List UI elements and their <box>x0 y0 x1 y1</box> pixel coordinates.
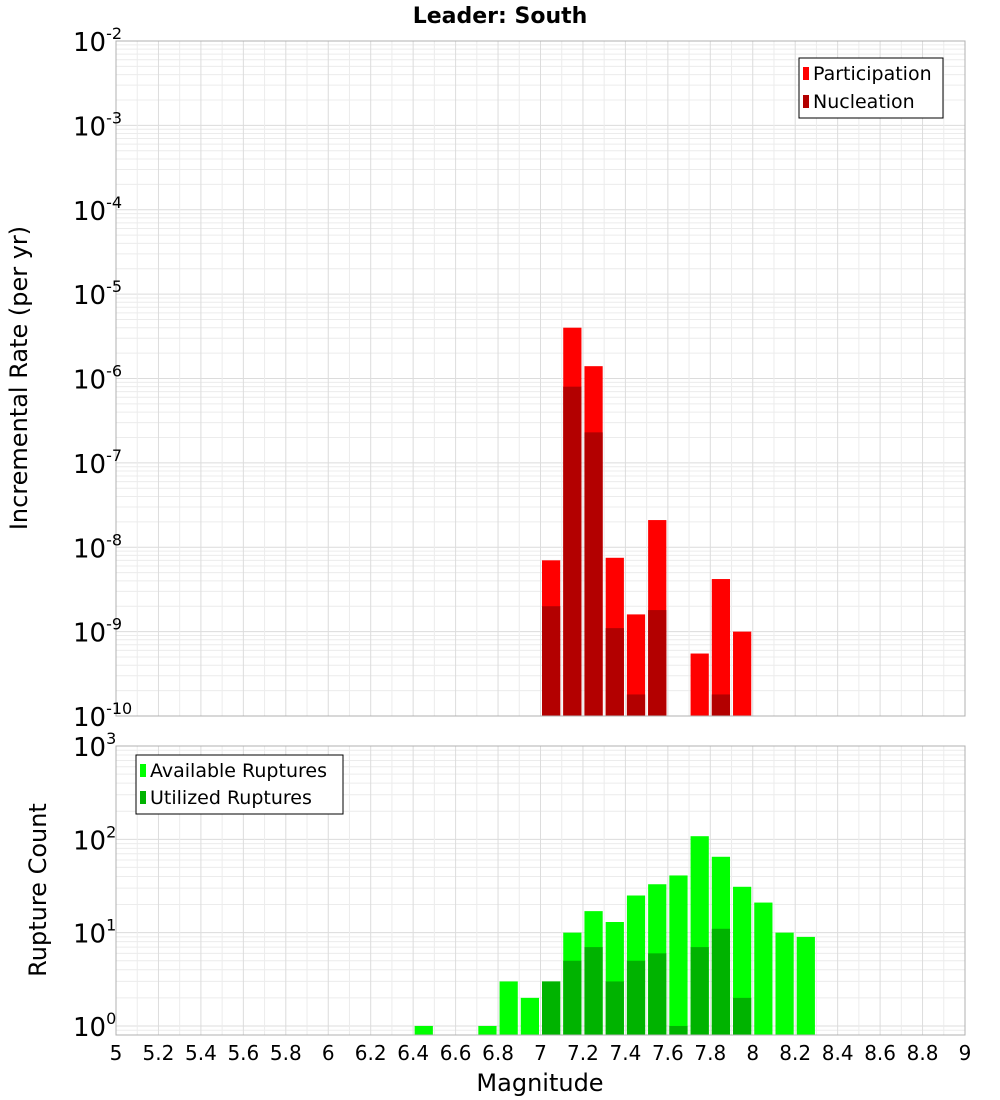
magnitude-tick-label: 9 <box>959 1041 972 1065</box>
magnitude-tick-label: 8 <box>746 1041 759 1065</box>
rate-y-tick-label: 10-6 <box>73 362 122 396</box>
count-y-tick-labels: 100 101 102 103 <box>73 729 116 1043</box>
magnitude-tick-label: 6.6 <box>440 1041 472 1065</box>
magnitude-tick-label: 8.6 <box>864 1041 896 1065</box>
rate-plot-border <box>115 40 966 717</box>
utilized-ruptures-bar <box>648 953 667 1035</box>
magnitude-tick-label: 8.2 <box>779 1041 811 1065</box>
magnitude-tick-label: 6.4 <box>397 1041 429 1065</box>
nucleation-bar <box>626 694 646 716</box>
magnitude-x-tick-labels: 5 5.2 5.4 5.6 5.8 6 6.2 6.4 6.6 6.8 7 7.2 7.4 7.6 7.8 8… <box>110 1041 972 1065</box>
magnitude-tick-label: 7.4 <box>609 1041 641 1065</box>
nucleation-bar <box>711 694 731 716</box>
chart-title: Leader: South <box>413 4 588 29</box>
count-y-tick-label: 103 <box>73 729 116 763</box>
available-ruptures-bar <box>775 932 794 1035</box>
magnitude-tick-label: 5.2 <box>143 1041 175 1065</box>
magnitude-tick-label: 5.6 <box>227 1041 259 1065</box>
utilized-ruptures-bar <box>605 981 624 1035</box>
magnitude-tick-label: 7 <box>534 1041 547 1065</box>
nucleation-bar <box>584 432 603 716</box>
count-y-tick-label: 100 <box>73 1009 116 1043</box>
utilized-ruptures-bar <box>563 960 582 1035</box>
rate-y-tick-label: 10-9 <box>73 615 122 649</box>
magnitude-tick-label: 7.6 <box>652 1041 684 1065</box>
nucleation-legend-label: Nucleation <box>813 91 915 113</box>
magnitude-tick-label: 8.8 <box>907 1041 939 1065</box>
count-panel: 100 101 102 103 5 5.2 5.4 5.6 5.8 6 6.2 6.4 6.6 6.8 7… <box>24 729 971 1097</box>
utilized-ruptures-bar <box>733 997 752 1035</box>
count-legend-box <box>135 754 344 815</box>
available-legend-swatch <box>140 764 146 777</box>
rate-y-tick-label: 10-2 <box>73 24 122 58</box>
utilized-ruptures-bar <box>690 947 709 1035</box>
count-y-tick-label: 101 <box>73 916 116 950</box>
available-ruptures-bar <box>478 1025 497 1035</box>
rate-y-tick-labels: 10-10 10-9 10-8 10-7 10-6 10-5 10-4 10-3 10-2 <box>73 24 132 733</box>
rate-panel: 10-10 10-9 10-8 10-7 10-6 10-5 10-4 10-3 10-2 In… <box>5 24 966 733</box>
magnitude-tick-label: 7.8 <box>694 1041 726 1065</box>
available-ruptures-bar <box>499 981 518 1035</box>
utilized-legend-swatch <box>140 791 146 804</box>
count-y-axis-label: Rupture Count <box>24 803 52 977</box>
participation-bar <box>733 631 752 716</box>
magnitude-tick-label: 7.2 <box>567 1041 599 1065</box>
rate-y-tick-label: 10-7 <box>73 446 122 480</box>
rate-y-tick-label: 10-5 <box>73 277 122 311</box>
participation-bar <box>690 653 709 716</box>
available-legend-label: Available Ruptures <box>150 760 327 782</box>
count-legend: Available Ruptures Utilized Ruptures <box>135 754 344 815</box>
nucleation-bar <box>542 606 561 716</box>
utilized-ruptures-bar <box>542 981 561 1035</box>
utilized-ruptures-bar <box>711 928 731 1035</box>
count-bars <box>414 836 815 1035</box>
rate-y-tick-label: 10-10 <box>73 699 132 733</box>
magnitude-tick-label: 6 <box>322 1041 335 1065</box>
magnitude-tick-label: 5 <box>110 1041 123 1065</box>
magnitude-x-axis-label: Magnitude <box>476 1069 603 1097</box>
participation-bar <box>626 614 646 716</box>
utilized-ruptures-bar <box>626 960 646 1035</box>
rate-y-tick-label: 10-4 <box>73 193 122 227</box>
nucleation-bar <box>605 628 624 716</box>
count-y-tick-label: 102 <box>73 822 116 856</box>
rate-bars <box>542 327 752 716</box>
available-ruptures-bar <box>796 936 815 1035</box>
nucleation-bar <box>563 386 582 716</box>
rate-y-tick-label: 10-8 <box>73 530 122 564</box>
magnitude-tick-label: 6.2 <box>355 1041 387 1065</box>
participation-legend-label: Participation <box>813 63 932 85</box>
magnitude-tick-label: 5.4 <box>185 1041 217 1065</box>
magnitude-tick-label: 8.4 <box>822 1041 854 1065</box>
nucleation-legend-swatch <box>803 95 809 108</box>
utilized-legend-label: Utilized Ruptures <box>150 787 312 809</box>
utilized-ruptures-bar <box>669 1025 688 1035</box>
magnitude-tick-label: 6.8 <box>482 1041 514 1065</box>
available-ruptures-bar <box>754 902 773 1035</box>
participation-legend-swatch <box>803 67 809 80</box>
available-ruptures-bar <box>669 875 688 1035</box>
available-ruptures-bar <box>520 997 539 1035</box>
participation-bar <box>711 579 731 716</box>
nucleation-bar <box>648 610 667 716</box>
rate-y-axis-label: Incremental Rate (per yr) <box>5 226 33 530</box>
rate-legend: Participation Nucleation <box>798 57 944 119</box>
available-ruptures-bar <box>414 1025 433 1035</box>
rate-grid <box>115 40 966 717</box>
rate-y-tick-label: 10-3 <box>73 108 122 142</box>
count-plot-border <box>115 745 966 1036</box>
magnitude-tick-label: 5.8 <box>270 1041 302 1065</box>
utilized-ruptures-bar <box>584 947 603 1035</box>
rate-legend-box <box>798 57 944 119</box>
